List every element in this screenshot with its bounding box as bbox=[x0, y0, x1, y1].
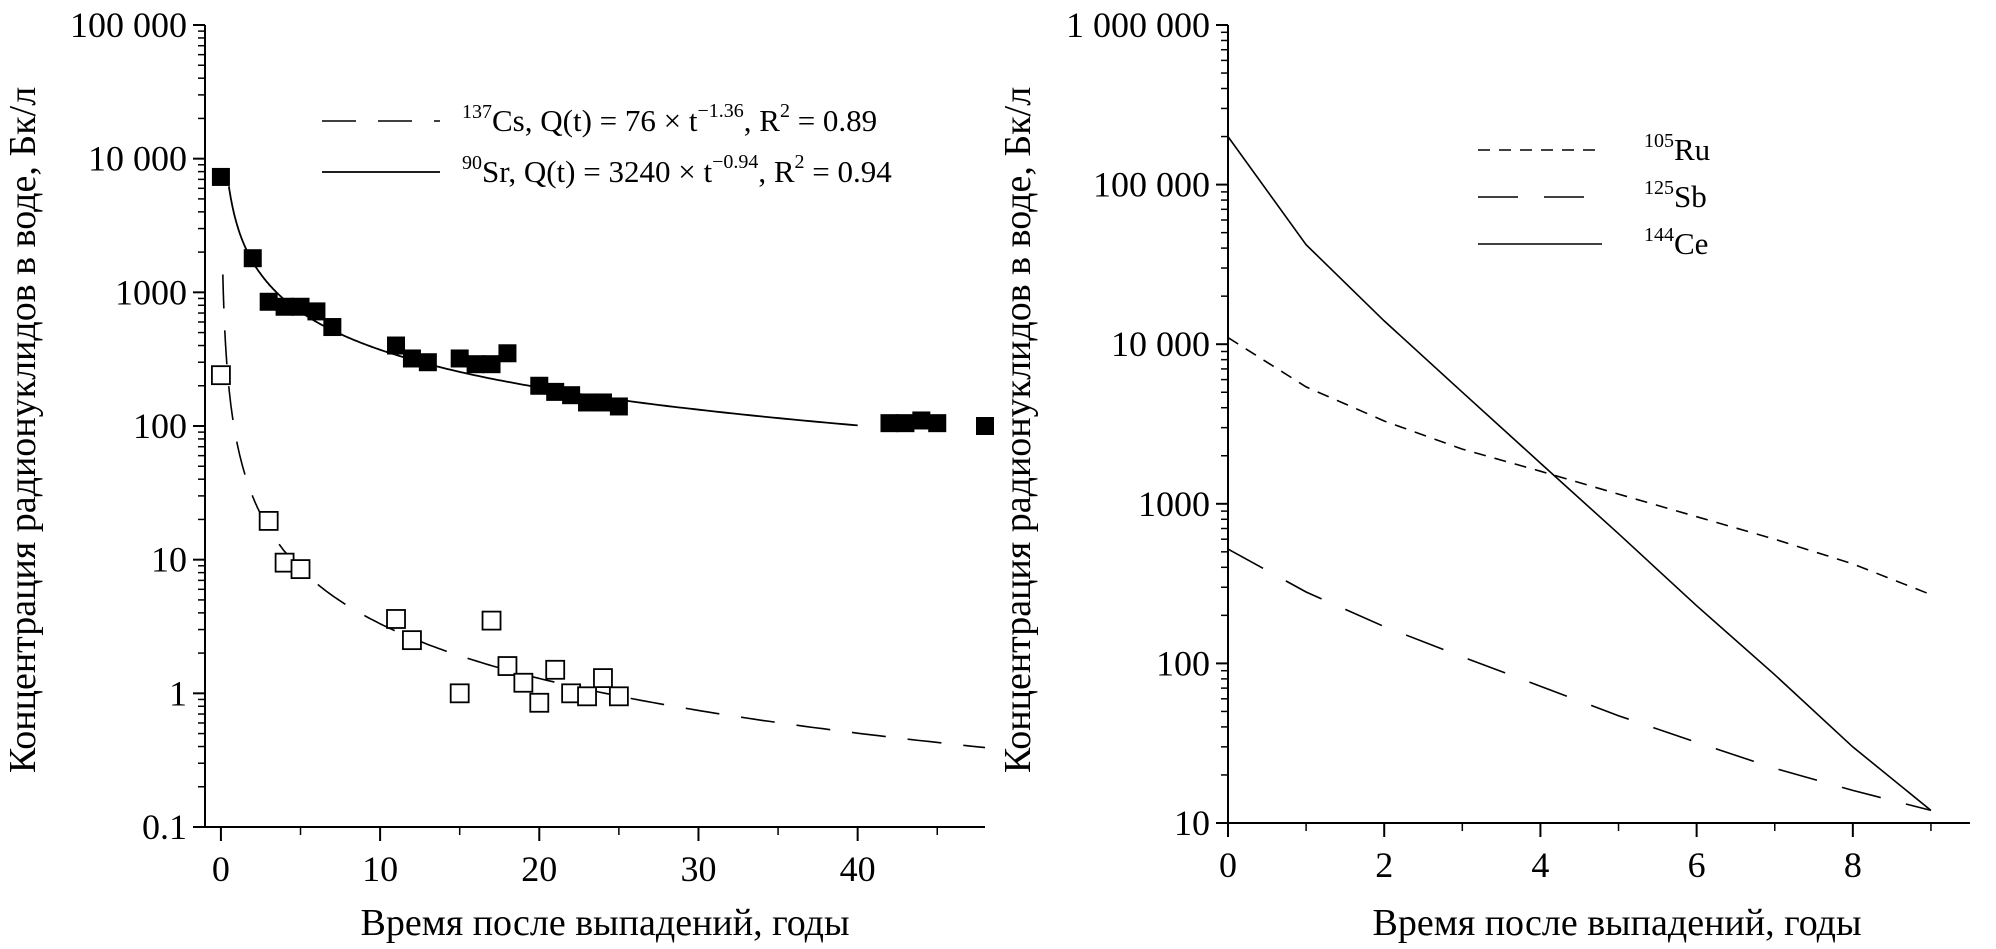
right-x-tick-label: 8 bbox=[1844, 845, 1862, 885]
left-x-tick-label: 10 bbox=[362, 849, 398, 889]
sr-data-point bbox=[498, 344, 517, 363]
right-legend: 105Ru 125Sb 144Ce bbox=[1478, 130, 1710, 261]
right-chart: 10 100 1000 10 000 100 000 1 000 000 0 2 4 6 8 Кон… bbox=[997, 5, 1970, 944]
cs-data-point bbox=[608, 686, 629, 707]
cs-data-point bbox=[449, 683, 470, 704]
sr-data-point bbox=[387, 336, 406, 355]
right-x-tick-label: 2 bbox=[1375, 845, 1393, 885]
sr-data-point bbox=[323, 318, 342, 337]
left-y-tick-label: 100 bbox=[133, 406, 187, 446]
sr-data-point bbox=[912, 411, 931, 430]
right-x-axis-title: Время после выпадений, годы bbox=[1372, 902, 1861, 944]
cs-data-point bbox=[593, 668, 613, 689]
left-y-tick-label: 0.1 bbox=[142, 807, 187, 847]
sr-data-point bbox=[928, 414, 947, 433]
cs-data-point bbox=[386, 609, 406, 629]
cs-data-point bbox=[513, 672, 534, 693]
sr-data-point bbox=[211, 167, 230, 186]
sr-data-point bbox=[880, 414, 899, 433]
left-chart: 0.1 1 10 100 1000 10 000 100 000 0 10 20 30 40 Конц… bbox=[2, 5, 994, 944]
left-plot-area bbox=[211, 167, 994, 749]
legend-label-sr: 90Sr, Q(t) = 3240 × t−0.94, R2 = 0.94 bbox=[462, 151, 892, 189]
left-x-tick-label: 20 bbox=[521, 849, 557, 889]
sr-data-point bbox=[402, 349, 421, 368]
left-y-tick-label: 10 bbox=[151, 540, 187, 580]
right-y-tick-label: 10 bbox=[1174, 803, 1210, 843]
sr-data-point bbox=[291, 297, 310, 316]
sr-data-point bbox=[896, 414, 915, 433]
right-plot-area bbox=[1227, 136, 1932, 812]
legend-label-cs: 137Cs, Q(t) = 76 × t−1.36, R2 = 0.89 bbox=[462, 100, 877, 138]
series-line-sb bbox=[1227, 548, 1932, 812]
left-y-tick-label: 1 bbox=[169, 673, 187, 713]
left-y-tick-label: 1000 bbox=[115, 272, 187, 312]
legend-label-ru: 105Ru bbox=[1644, 130, 1710, 167]
sr-data-point bbox=[593, 393, 612, 412]
right-y-tick-label: 100 bbox=[1156, 643, 1210, 683]
right-y-axis-title: Концентрация радионуклидов в воде, Бк/л bbox=[997, 87, 1039, 773]
legend-label-ce: 144Ce bbox=[1644, 224, 1708, 261]
right-x-tick-label: 0 bbox=[1219, 845, 1237, 885]
sr-data-point bbox=[609, 397, 628, 416]
sr-data-point bbox=[482, 355, 501, 374]
sr-data-point bbox=[243, 249, 262, 268]
sr-data-point bbox=[530, 376, 549, 395]
sr-data-point bbox=[546, 382, 565, 401]
left-x-axis-title: Время после выпадений, годы bbox=[360, 902, 849, 944]
sr-data-point bbox=[259, 292, 278, 311]
sr-data-point bbox=[976, 417, 994, 435]
cs-data-point bbox=[497, 656, 518, 676]
right-y-tick-label: 10 000 bbox=[1111, 324, 1210, 364]
left-axes: 0.1 1 10 100 1000 10 000 100 000 0 10 20 30 40 bbox=[70, 5, 985, 889]
left-x-tick-label: 30 bbox=[680, 849, 716, 889]
sr-data-point bbox=[450, 349, 469, 368]
legend-label-sb: 125Sb bbox=[1644, 177, 1707, 214]
right-axes: 10 100 1000 10 000 100 000 1 000 000 0 2 4 6 8 bbox=[1066, 5, 1970, 885]
cs-data-point bbox=[402, 630, 422, 651]
right-x-tick-label: 6 bbox=[1688, 845, 1706, 885]
right-y-tick-label: 100 000 bbox=[1093, 165, 1210, 205]
cs-data-point bbox=[211, 365, 231, 386]
sr-data-point bbox=[562, 386, 581, 405]
sr-data-point bbox=[307, 302, 326, 321]
cs-data-point bbox=[529, 692, 550, 713]
sr-data-point bbox=[275, 297, 294, 316]
right-y-tick-label: 1000 bbox=[1138, 484, 1210, 524]
right-x-tick-label: 4 bbox=[1531, 845, 1549, 885]
cs-data-point bbox=[481, 610, 502, 631]
sr-data-point bbox=[466, 355, 485, 374]
cs-data-point bbox=[290, 559, 311, 580]
left-y-tick-label: 100 000 bbox=[70, 5, 187, 45]
left-legend: 137Cs, Q(t) = 76 × t−1.36, R2 = 0.89 90S… bbox=[322, 100, 892, 189]
cs-data-point bbox=[258, 510, 279, 531]
right-y-tick-label: 1 000 000 bbox=[1066, 5, 1210, 45]
sr-data-point bbox=[578, 393, 597, 412]
cs-data-point bbox=[577, 686, 597, 707]
sr-data-point bbox=[418, 353, 437, 372]
series-line-ce bbox=[1227, 136, 1932, 812]
left-y-axis-title: Концентрация радионуклидов в воде, Бк/л bbox=[2, 87, 44, 773]
left-y-tick-label: 10 000 bbox=[88, 139, 187, 179]
cs-data-point bbox=[545, 659, 566, 680]
series-line-ru bbox=[1227, 336, 1932, 596]
left-x-tick-label: 40 bbox=[840, 849, 876, 889]
left-x-tick-label: 0 bbox=[212, 849, 230, 889]
